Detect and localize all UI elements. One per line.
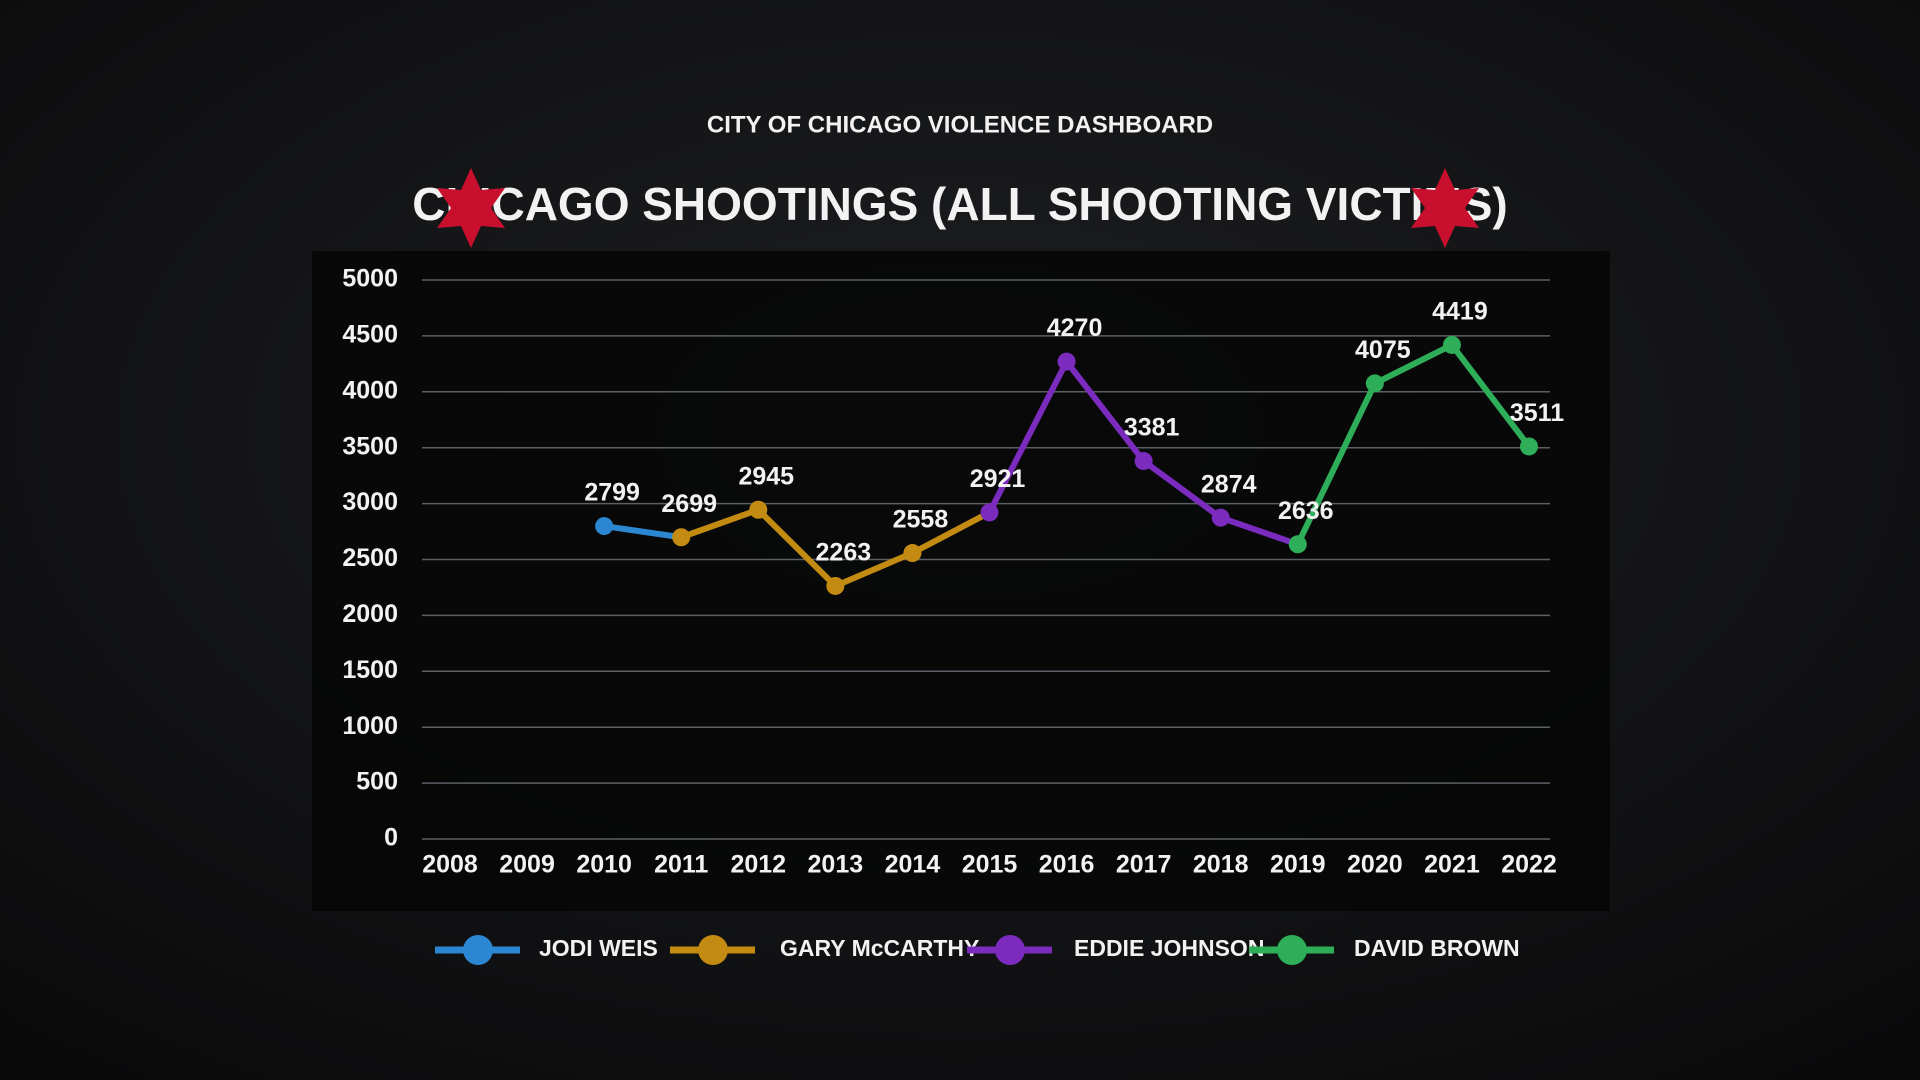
series-line	[1295, 341, 1532, 546]
chart-panel	[312, 251, 1610, 911]
x-tick-label: 2022	[1501, 851, 1557, 879]
y-tick-label: 4000	[342, 376, 398, 404]
series-line	[603, 523, 682, 541]
x-tick-label: 2008	[422, 851, 478, 879]
x-tick-label: 2009	[499, 851, 555, 879]
y-tick-label: 1000	[342, 712, 398, 740]
legend-label: DAVID BROWN	[1354, 935, 1520, 961]
data-point	[1442, 335, 1461, 354]
y-tick-label: 1500	[342, 656, 398, 684]
legend-label: JODI WEIS	[539, 935, 658, 961]
x-tick-label: 2019	[1270, 851, 1326, 879]
subtitle: CITY OF CHICAGO VIOLENCE DASHBOARD	[707, 111, 1213, 138]
y-tick-label: 3500	[342, 432, 398, 460]
y-tick-label: 5000	[342, 265, 398, 293]
x-tick-label: 2012	[730, 851, 786, 879]
x-tick-label: 2013	[808, 851, 864, 879]
data-point	[1211, 508, 1230, 527]
y-tick-label: 0	[384, 824, 398, 852]
data-label: 2636	[1278, 497, 1334, 525]
data-point	[749, 500, 768, 519]
data-point	[980, 503, 999, 522]
data-label: 2263	[816, 539, 872, 567]
x-tick-label: 2010	[576, 851, 632, 879]
data-label: 2921	[970, 465, 1026, 493]
legend-label: EDDIE JOHNSON	[1074, 935, 1264, 961]
x-tick-label: 2017	[1116, 851, 1172, 879]
x-tick-label: 2018	[1193, 851, 1249, 879]
data-point	[903, 544, 922, 563]
star-icon	[437, 168, 505, 248]
y-tick-label: 4500	[342, 321, 398, 349]
data-label: 2874	[1201, 470, 1257, 498]
x-tick-label: 2020	[1347, 851, 1403, 879]
data-point	[826, 576, 845, 595]
x-tick-label: 2016	[1039, 851, 1095, 879]
data-point	[595, 517, 614, 536]
data-point	[1134, 452, 1153, 471]
data-label: 2945	[738, 462, 794, 490]
x-tick-label: 2011	[654, 851, 708, 879]
data-point	[1057, 352, 1076, 371]
y-tick-label: 2500	[342, 544, 398, 572]
data-label: 4270	[1047, 314, 1103, 342]
chart-title: CHICAGO SHOOTINGS (ALL SHOOTING VICTIMS)	[412, 178, 1508, 230]
data-point	[1520, 437, 1538, 456]
y-tick-label: 500	[356, 768, 398, 796]
data-point	[1365, 374, 1384, 393]
legend-swatch	[463, 935, 493, 965]
data-label: 2799	[584, 479, 640, 507]
legend-swatch	[698, 935, 728, 965]
x-tick-label: 2021	[1424, 851, 1480, 879]
star-icon	[1411, 168, 1479, 248]
data-label: 4419	[1432, 298, 1488, 326]
data-label: 4075	[1355, 336, 1411, 364]
legend-swatch	[1277, 935, 1307, 965]
data-point	[1288, 535, 1307, 554]
legend-swatch	[995, 935, 1025, 965]
legend-label: GARY McCARTHY	[780, 935, 979, 961]
y-tick-label: 2000	[342, 600, 398, 628]
x-tick-label: 2015	[962, 851, 1018, 879]
x-tick-label: 2014	[885, 851, 941, 879]
data-label: 2558	[893, 506, 949, 534]
data-point	[672, 528, 691, 547]
data-label: 3381	[1124, 414, 1180, 442]
data-label: 2699	[661, 490, 717, 518]
data-label: 3511	[1510, 399, 1564, 427]
y-tick-label: 3000	[342, 488, 398, 516]
